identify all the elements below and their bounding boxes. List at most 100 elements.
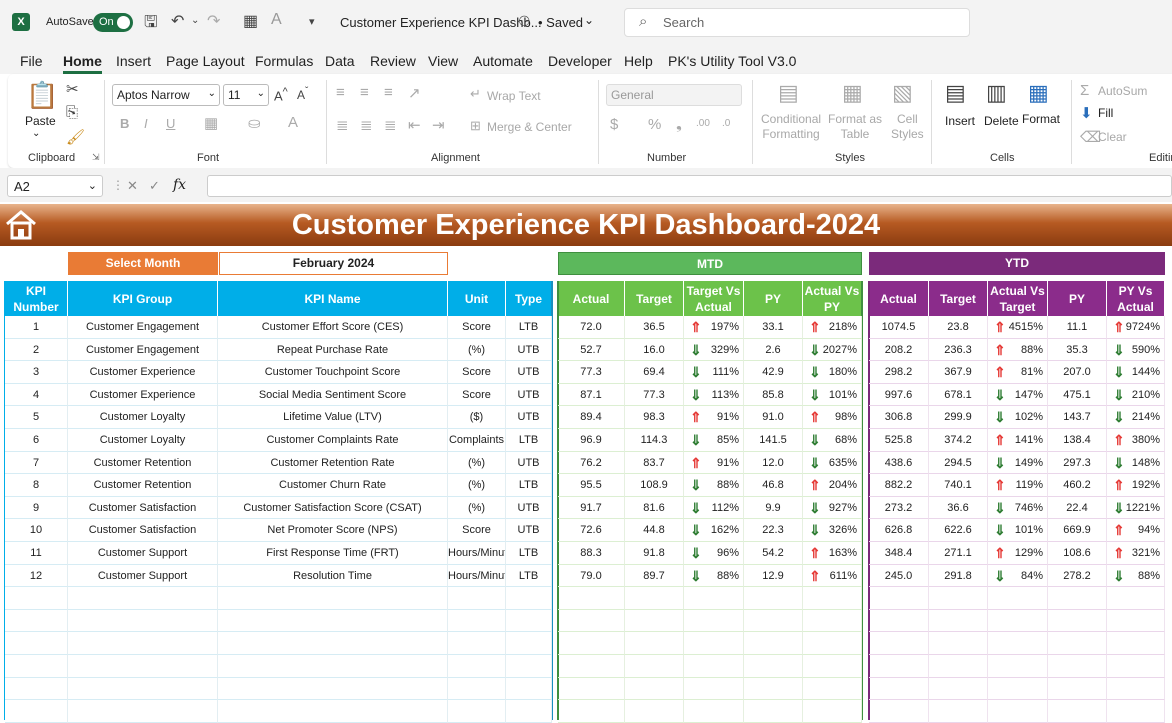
cell-y-avt[interactable]: ⇑ 4515% (988, 316, 1048, 339)
cell-m-py[interactable]: 33.1 (744, 316, 803, 339)
cell-m-avp[interactable]: ⇓ 101% (803, 383, 862, 407)
copy-icon[interactable]: ⎘ (66, 104, 79, 121)
cell-m-avp[interactable]: ⇓ 68% (803, 429, 862, 452)
cell-y-actual[interactable]: 997.6 (869, 383, 929, 407)
cell-m-target[interactable]: 69.4 (625, 361, 684, 384)
cell-m-tva[interactable] (684, 655, 744, 678)
autosum-button[interactable]: AutoSum (1098, 84, 1148, 98)
cell-m-avp[interactable]: ⇑ 218% (803, 316, 862, 339)
cell-m-actual[interactable]: 96.9 (558, 429, 625, 452)
font-name-select[interactable]: Aptos Narrow ⌄ (112, 84, 220, 106)
cell-name[interactable] (218, 632, 448, 655)
cell-num[interactable] (5, 655, 68, 678)
cell-m-py[interactable] (744, 609, 803, 633)
cell-m-tva[interactable] (684, 609, 744, 633)
percent-icon[interactable]: % (648, 116, 662, 133)
cell-m-avp[interactable] (803, 587, 862, 610)
cell-m-py[interactable] (744, 587, 803, 610)
cell-num[interactable] (5, 700, 68, 723)
cell-styles-button[interactable]: Cell Styles (891, 112, 924, 141)
undo-dropdown-icon[interactable]: ⌄ (191, 15, 200, 26)
cell-y-py[interactable] (1048, 655, 1107, 678)
cell-y-pva[interactable] (1107, 655, 1165, 678)
cell-num[interactable] (5, 632, 68, 655)
increase-decimal-icon[interactable]: .00 (696, 118, 710, 129)
cell-y-py[interactable]: 108.6 (1048, 542, 1107, 565)
fill-icon[interactable]: ⬇ (1080, 105, 1093, 122)
cell-group[interactable]: Customer Engagement (68, 338, 218, 362)
cell-y-target[interactable]: 367.9 (929, 361, 988, 384)
cell-num[interactable] (5, 677, 68, 701)
cell-m-actual[interactable]: 89.4 (558, 406, 625, 429)
cell-y-py[interactable]: 475.1 (1048, 383, 1107, 407)
cell-m-py[interactable]: 46.8 (744, 474, 803, 497)
cell-y-pva[interactable]: ⇑ 321% (1107, 542, 1165, 565)
cell-m-tva[interactable]: ⇓ 162% (684, 519, 744, 542)
cell-m-actual[interactable]: 72.6 (558, 519, 625, 542)
cell-m-tva[interactable]: ⇓ 88% (684, 474, 744, 497)
cell-m-tva[interactable]: ⇓ 112% (684, 496, 744, 520)
cell-m-target[interactable] (625, 700, 684, 723)
cell-m-py[interactable]: 22.3 (744, 519, 803, 542)
cell-y-avt[interactable]: ⇓ 84% (988, 564, 1048, 588)
cell-y-target[interactable]: 678.1 (929, 383, 988, 407)
cell-y-actual[interactable] (869, 587, 929, 610)
tab-home[interactable]: Home (63, 53, 102, 74)
cell-m-actual[interactable]: 87.1 (558, 383, 625, 407)
cell-name[interactable]: Customer Touchpoint Score (218, 361, 448, 384)
cell-y-pva[interactable]: ⇑ 380% (1107, 429, 1165, 452)
cell-m-target[interactable]: 89.7 (625, 564, 684, 588)
cell-m-tva[interactable]: ⇑ 197% (684, 316, 744, 339)
cell-y-pva[interactable] (1107, 609, 1165, 633)
cell-num[interactable]: 4 (5, 383, 68, 407)
cell-y-pva[interactable]: ⇑ 94% (1107, 519, 1165, 542)
merge-center-button[interactable]: Merge & Center (487, 120, 572, 134)
number-format-select[interactable]: General (606, 84, 742, 106)
cell-y-pva[interactable] (1107, 677, 1165, 701)
conditional-formatting-icon[interactable]: ▤ (778, 80, 799, 105)
cell-m-actual[interactable] (558, 677, 625, 701)
cell-m-target[interactable]: 81.6 (625, 496, 684, 520)
cell-m-py[interactable]: 9.9 (744, 496, 803, 520)
cell-group[interactable] (68, 587, 218, 610)
cell-y-py[interactable]: 138.4 (1048, 429, 1107, 452)
cell-y-actual[interactable]: 1074.5 (869, 316, 929, 339)
cell-name[interactable]: Repeat Purchase Rate (218, 338, 448, 362)
cell-group[interactable]: Customer Experience (68, 383, 218, 407)
cell-unit[interactable]: Score (448, 383, 506, 407)
merge-center-icon[interactable]: ⊞ (470, 118, 481, 133)
cell-m-target[interactable] (625, 609, 684, 633)
wrap-text-icon[interactable]: ↵ (470, 86, 481, 101)
cell-unit[interactable]: Hours/Minutes (448, 564, 506, 588)
cell-group[interactable]: Customer Engagement (68, 316, 218, 339)
cell-m-avp[interactable]: ⇓ 927% (803, 496, 862, 520)
cell-m-actual[interactable] (558, 655, 625, 678)
month-dropdown[interactable]: February 2024 (219, 252, 448, 275)
cell-name[interactable] (218, 587, 448, 610)
cell-m-avp[interactable]: ⇑ 163% (803, 542, 862, 565)
tab-file[interactable]: File (20, 53, 43, 69)
cell-m-actual[interactable]: 79.0 (558, 564, 625, 588)
cell-num[interactable]: 8 (5, 474, 68, 497)
paste-icon[interactable]: 📋 (26, 80, 59, 110)
saved-status[interactable]: • Saved (538, 15, 584, 30)
cell-y-pva[interactable]: ⇓ 1221% (1107, 496, 1165, 520)
cell-y-avt[interactable]: ⇓ 149% (988, 451, 1048, 475)
cell-name[interactable]: Social Media Sentiment Score (218, 383, 448, 407)
cell-type[interactable]: LTB (506, 542, 552, 565)
cell-y-target[interactable] (929, 677, 988, 701)
cell-unit[interactable]: Score (448, 316, 506, 339)
cell-unit[interactable]: (%) (448, 338, 506, 362)
cell-group[interactable]: Customer Retention (68, 474, 218, 497)
cell-y-pva[interactable]: ⇓ 88% (1107, 564, 1165, 588)
cell-y-target[interactable] (929, 700, 988, 723)
wrap-text-button[interactable]: Wrap Text (487, 89, 541, 103)
cell-type[interactable] (506, 609, 552, 633)
cell-m-target[interactable]: 36.5 (625, 316, 684, 339)
format-cells-icon[interactable]: ▦ (1028, 80, 1049, 105)
cell-group[interactable]: Customer Loyalty (68, 429, 218, 452)
font-color-icon[interactable]: A (288, 114, 299, 131)
orientation-icon[interactable]: ↗ (408, 85, 421, 102)
cell-y-pva[interactable]: ⇓ 214% (1107, 406, 1165, 429)
font-size-select[interactable]: 11 ⌄ (223, 84, 269, 106)
